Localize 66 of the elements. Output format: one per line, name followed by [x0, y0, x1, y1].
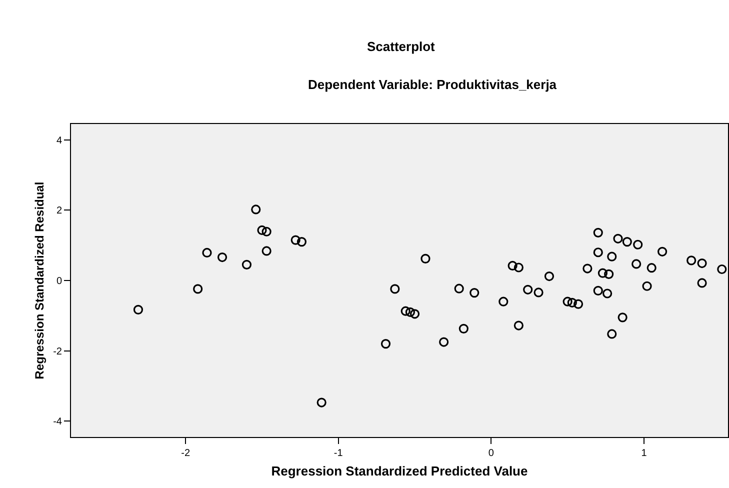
point: [202, 248, 212, 258]
point: [410, 309, 420, 319]
point: [217, 252, 228, 262]
y-tick-label: 0: [56, 276, 62, 287]
point: [420, 254, 430, 264]
chart-title: Scatterplot: [366, 38, 436, 54]
point: [544, 271, 554, 282]
x-axis-title: Regression Standardized Predicted Value: [271, 464, 528, 479]
point: [593, 228, 603, 238]
point: [257, 225, 267, 236]
point: [642, 281, 652, 291]
point: [562, 296, 572, 306]
point: [607, 329, 617, 339]
point: [582, 264, 592, 274]
point: [290, 235, 300, 245]
x-tick-label: -1: [334, 448, 344, 459]
point: [593, 248, 603, 258]
point: [622, 237, 632, 247]
point: [523, 284, 533, 294]
point: [602, 288, 612, 298]
point: [251, 204, 261, 214]
point: [607, 252, 617, 262]
point: [316, 398, 326, 408]
point: [697, 278, 707, 288]
x-tick-label: 1: [641, 448, 648, 459]
point: [508, 260, 518, 271]
point: [390, 284, 400, 294]
point: [439, 337, 449, 347]
point: [242, 260, 252, 270]
point: [697, 258, 707, 268]
point: [454, 284, 464, 294]
point: [400, 306, 410, 316]
point: [717, 264, 727, 274]
point: [193, 284, 203, 294]
y-axis-title: Regression Standardized Residual: [32, 182, 46, 380]
point: [262, 226, 272, 236]
point: [514, 262, 524, 272]
point: [618, 312, 628, 322]
point: [262, 246, 272, 256]
y-tick-label: 4: [56, 135, 62, 146]
point: [598, 268, 608, 278]
y-tick-label: 2: [56, 206, 62, 217]
point: [458, 324, 468, 334]
point: [632, 259, 642, 269]
point: [380, 339, 391, 349]
point: [658, 246, 668, 256]
point: [646, 263, 656, 273]
point: [498, 296, 508, 306]
point: [296, 237, 307, 247]
point: [613, 234, 623, 244]
point: [567, 298, 577, 308]
point: [593, 286, 603, 296]
point: [133, 304, 144, 314]
x-tick-label: 0: [488, 448, 494, 459]
x-tick-label: -2: [181, 448, 190, 459]
point: [604, 269, 614, 279]
y-tick-label: -4: [53, 416, 62, 428]
point: [573, 299, 584, 309]
point: [633, 240, 643, 250]
point: [686, 256, 696, 266]
point: [470, 288, 480, 298]
point: [514, 320, 524, 330]
chart-subtitle: Dependent Variable: Produktivitas_kerja: [308, 77, 558, 92]
point: [534, 288, 544, 298]
y-tick-label: -2: [53, 346, 62, 358]
point: [405, 307, 415, 317]
